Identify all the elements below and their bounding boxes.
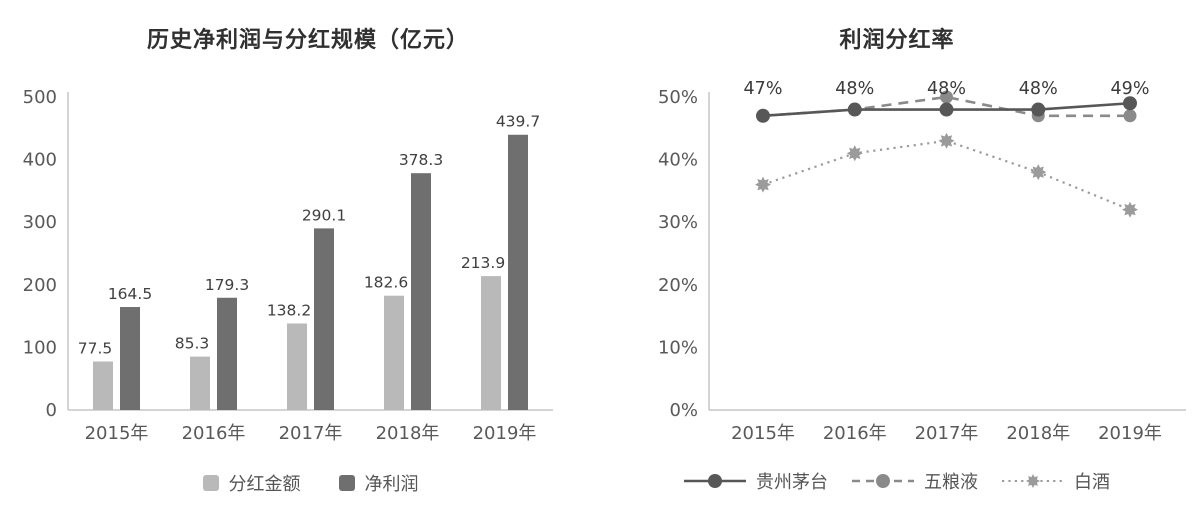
line-x-axis-label: 2017年 [915, 423, 979, 444]
line-value-label: 48% [927, 79, 966, 99]
line-x-axis-label: 2018年 [1006, 423, 1070, 444]
legend-item-wuliangye: 五粮液 [852, 468, 978, 494]
line-y-tick-label: 40% [658, 150, 698, 171]
bar-chart-legend: 分红金额 净利润 [68, 470, 553, 496]
bar-value-label: 164.5 [108, 285, 152, 303]
bar-x-axis-label: 2019年 [473, 423, 537, 444]
bar-y-tick-label: 0 [46, 400, 57, 421]
marker-白酒-2017年 [938, 132, 955, 149]
bar-chart-title: 历史净利润与分红规模（亿元） [146, 28, 469, 53]
line-y-tick-label: 30% [658, 212, 698, 233]
bar-分红金额-2018年 [384, 295, 404, 410]
marker-贵州茅台-2015年 [756, 108, 770, 123]
bar-value-label: 138.2 [267, 301, 311, 319]
bar-value-label: 85.3 [175, 335, 210, 353]
legend-label-netprofit: 净利润 [364, 474, 419, 495]
bar-y-tick-label: 100 [23, 337, 57, 358]
bar-value-label: 213.9 [461, 254, 505, 272]
dividend-swatch-icon [202, 475, 219, 491]
bar-分红金额-2017年 [287, 323, 307, 410]
bar-x-axis-label: 2016年 [182, 423, 246, 444]
bar-净利润-2019年 [508, 134, 528, 410]
legend-item-netprofit: 净利润 [338, 470, 419, 496]
bar-x-axis-label: 2018年 [376, 423, 440, 444]
marker-贵州茅台-2016年 [847, 102, 862, 117]
bar-分红金额-2019年 [481, 276, 501, 410]
legend-label-wuliangye: 五粮液 [924, 472, 978, 493]
line-chart-legend: 贵州茅台 五粮液 白酒 [600, 468, 1194, 494]
bar-x-axis-label: 2015年 [85, 423, 149, 444]
marker-贵州茅台-2019年 [1123, 96, 1137, 111]
bar-y-tick-label: 200 [23, 275, 57, 296]
bar-y-tick-label: 500 [23, 87, 57, 108]
legend-item-maotai: 贵州茅台 [684, 468, 828, 494]
solid-line-marker-icon [684, 474, 746, 488]
marker-白酒-2019年 [1122, 201, 1138, 218]
line-x-axis-label: 2016年 [823, 423, 887, 444]
legend-marker-五粮液 [876, 474, 890, 488]
marker-贵州茅台-2017年 [939, 102, 954, 117]
marker-贵州茅台-2018年 [1031, 102, 1046, 117]
bar-x-axis-label: 2017年 [279, 423, 343, 444]
line-chart-title: 利润分红率 [839, 28, 955, 53]
dotted-line-star-marker-icon [1002, 474, 1064, 488]
bar-净利润-2016年 [217, 297, 237, 410]
legend-marker-白酒 [1026, 474, 1040, 488]
dashed-line-marker-icon [852, 474, 914, 488]
legend-label-dividend: 分红金额 [228, 474, 301, 495]
bar-value-label: 290.1 [302, 206, 346, 224]
line-y-tick-label: 50% [658, 87, 698, 108]
legend-item-baijiu: 白酒 [1002, 468, 1110, 494]
line-y-tick-label: 20% [658, 275, 698, 296]
line-y-tick-label: 10% [658, 337, 698, 358]
netprofit-swatch-icon [338, 475, 355, 491]
bar-value-label: 439.7 [496, 113, 540, 131]
line-y-tick-label: 0% [669, 400, 698, 421]
line-x-axis-label: 2015年 [731, 423, 795, 444]
bar-value-label: 179.3 [205, 276, 249, 294]
legend-item-dividend: 分红金额 [202, 470, 301, 496]
bar-分红金额-2015年 [93, 361, 113, 410]
line-白酒 [762, 139, 1131, 211]
bar-净利润-2015年 [120, 307, 140, 410]
line-x-axis-label: 2019年 [1098, 423, 1162, 444]
marker-白酒-2018年 [1030, 164, 1047, 181]
bar-净利润-2018年 [411, 173, 431, 410]
line-value-label: 48% [835, 79, 874, 99]
marker-五粮液-2017年 [940, 90, 953, 104]
bar-净利润-2017年 [314, 228, 334, 410]
line-五粮液 [762, 95, 1130, 118]
bar-value-label: 378.3 [399, 151, 443, 169]
bar-value-label: 77.5 [78, 339, 113, 357]
marker-五粮液-2019年 [1123, 109, 1137, 123]
marker-白酒-2016年 [846, 145, 863, 162]
line-value-label: 47% [744, 79, 783, 99]
bar-value-label: 182.6 [364, 274, 408, 292]
bar-分红金额-2016年 [190, 356, 210, 410]
line-value-label: 49% [1111, 79, 1150, 99]
marker-白酒-2015年 [755, 176, 771, 193]
line-value-label: 48% [1019, 79, 1058, 99]
legend-label-baijiu: 白酒 [1074, 472, 1110, 493]
legend-marker-贵州茅台 [708, 474, 722, 488]
bar-y-tick-label: 400 [23, 150, 57, 171]
legend-label-maotai: 贵州茅台 [756, 472, 828, 493]
bar-y-tick-label: 300 [23, 212, 57, 233]
